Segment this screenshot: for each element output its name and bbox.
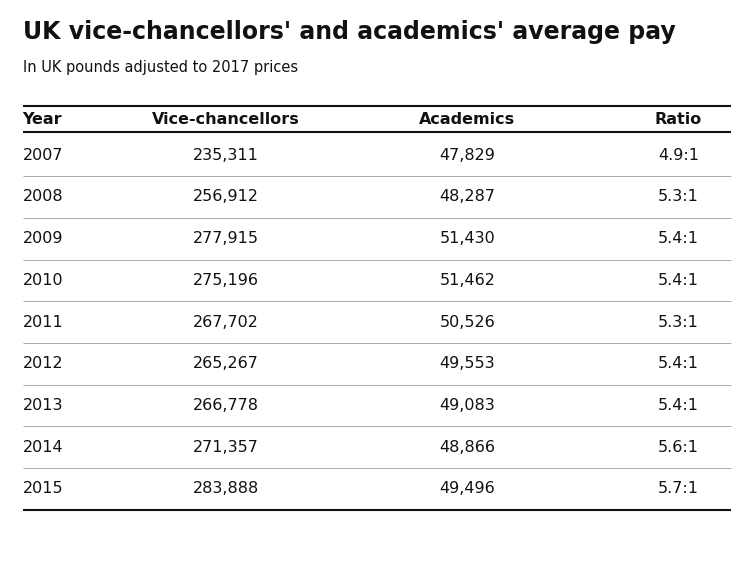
Text: 48,866: 48,866 (440, 440, 495, 455)
Text: 49,496: 49,496 (440, 481, 495, 496)
Text: 51,430: 51,430 (440, 231, 495, 246)
Text: 5.4:1: 5.4:1 (658, 398, 699, 413)
Text: 2014: 2014 (23, 440, 63, 455)
Text: 2008: 2008 (23, 190, 63, 204)
Text: 5.4:1: 5.4:1 (658, 273, 699, 288)
Text: 265,267: 265,267 (193, 356, 259, 371)
Text: 49,553: 49,553 (440, 356, 495, 371)
Text: 50,526: 50,526 (440, 315, 495, 329)
Text: 2011: 2011 (23, 315, 63, 329)
Text: UK vice-chancellors' and academics' average pay: UK vice-chancellors' and academics' aver… (23, 20, 676, 44)
Text: Ratio: Ratio (655, 112, 702, 127)
Text: 277,915: 277,915 (193, 231, 259, 246)
Text: 5.4:1: 5.4:1 (658, 356, 699, 371)
Text: 235,311: 235,311 (193, 148, 259, 163)
Text: 51,462: 51,462 (440, 273, 495, 288)
Text: 2010: 2010 (23, 273, 63, 288)
Text: 271,357: 271,357 (193, 440, 259, 455)
Text: 2012: 2012 (23, 356, 63, 371)
Text: 256,912: 256,912 (193, 190, 259, 204)
Text: 266,778: 266,778 (193, 398, 259, 413)
Text: 5.3:1: 5.3:1 (658, 315, 699, 329)
Text: In UK pounds adjusted to 2017 prices: In UK pounds adjusted to 2017 prices (23, 60, 298, 75)
Text: 283,888: 283,888 (193, 481, 259, 496)
Text: 5.7:1: 5.7:1 (658, 481, 699, 496)
Text: 48,287: 48,287 (440, 190, 495, 204)
Text: 5.3:1: 5.3:1 (658, 190, 699, 204)
Text: 2007: 2007 (23, 148, 63, 163)
Text: 267,702: 267,702 (193, 315, 259, 329)
Text: 4.9:1: 4.9:1 (658, 148, 699, 163)
Text: 2009: 2009 (23, 231, 63, 246)
Text: 47,829: 47,829 (440, 148, 495, 163)
Text: 5.4:1: 5.4:1 (658, 231, 699, 246)
Text: Year: Year (23, 112, 63, 127)
Text: Academics: Academics (419, 112, 516, 127)
Text: 2013: 2013 (23, 398, 63, 413)
Text: 275,196: 275,196 (193, 273, 259, 288)
Text: Vice-chancellors: Vice-chancellors (152, 112, 300, 127)
Text: 5.6:1: 5.6:1 (658, 440, 699, 455)
Text: 49,083: 49,083 (440, 398, 495, 413)
Text: 2015: 2015 (23, 481, 63, 496)
